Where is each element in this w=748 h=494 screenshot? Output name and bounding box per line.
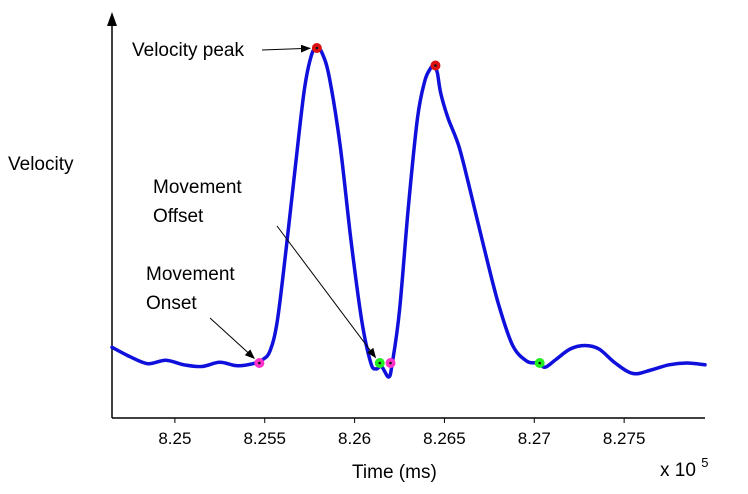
event-marker-center: [258, 361, 261, 365]
x-tick-label: 8.27: [518, 429, 551, 448]
y-axis-title: Velocity: [8, 154, 74, 175]
x-tick-label: 8.255: [243, 429, 286, 448]
annotation-movement-offset: Movement Offset: [153, 177, 377, 359]
annotation-movement-onset-line2: Onset: [146, 293, 197, 314]
annotation-movement-onset: Movement Onset: [146, 264, 255, 359]
x-tick-label: 8.265: [423, 429, 466, 448]
axes: [107, 12, 705, 419]
x-axis-multiplier-base: x 10: [660, 460, 696, 481]
x-tick-label: 8.25: [158, 429, 191, 448]
annotation-movement-offset-arrow: [276, 225, 377, 359]
y-axis-arrowhead: [107, 12, 117, 26]
x-ticks: 8.25 8.255 8.26 8.265 8.27 8.275: [158, 418, 645, 448]
markers-layer: [254, 43, 545, 368]
annotation-movement-offset-line2: Offset: [153, 206, 204, 227]
annotation-movement-onset-arrow: [209, 317, 255, 359]
annotation-velocity-peak: Velocity peak: [132, 40, 311, 61]
annotation-movement-onset-line1: Movement: [146, 264, 235, 285]
annotation-velocity-peak-label: Velocity peak: [132, 40, 244, 61]
x-axis-multiplier: x 10 5: [660, 455, 708, 481]
annotation-movement-offset-line1: Movement: [153, 177, 242, 198]
event-marker-center: [434, 64, 437, 67]
x-axis-multiplier-exponent: 5: [701, 455, 708, 470]
x-tick-label: 8.26: [338, 429, 371, 448]
x-axis-title: Time (ms): [352, 462, 437, 483]
x-tick-label: 8.275: [603, 429, 646, 448]
annotation-velocity-peak-arrow: [261, 44, 311, 53]
event-marker-center: [389, 361, 392, 365]
event-marker-center: [538, 361, 541, 365]
event-marker-center: [378, 361, 382, 365]
event-marker-center: [315, 46, 319, 50]
annotations-layer: Velocity peak Movement Offset Movement O…: [132, 40, 377, 359]
